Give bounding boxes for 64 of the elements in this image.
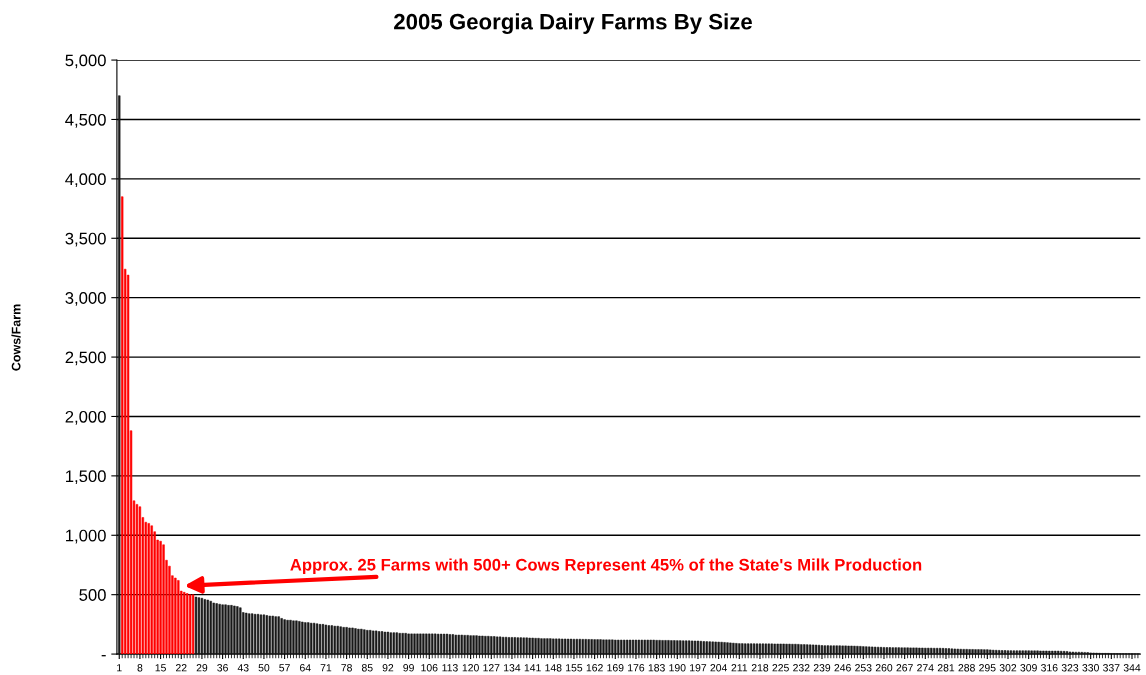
x-tick-label: 316 <box>1041 664 1058 672</box>
x-tick-label: 288 <box>958 664 975 672</box>
x-tick-label: 253 <box>855 664 872 672</box>
x-tick-label: 155 <box>566 664 583 672</box>
x-tick-label: 120 <box>462 664 479 672</box>
y-tick-label: 4,000 <box>65 173 106 188</box>
y-tick-label: 1,500 <box>66 470 106 485</box>
y-tick-label: 2,500 <box>65 351 106 366</box>
x-tick-label: 197 <box>690 664 707 672</box>
x-tick-label: 176 <box>628 664 645 672</box>
x-tick-label: 148 <box>545 664 562 672</box>
annotation: Approx. 25 Farms with 500+ Cows Represent 45% of the State's Milk Production <box>290 558 922 574</box>
x-tick-label: 295 <box>979 664 996 672</box>
x-tick-label: 1 <box>117 664 122 672</box>
x-tick-label: 260 <box>875 664 893 672</box>
x-tick-label: 232 <box>793 664 810 672</box>
x-tick-label: 344 <box>1123 664 1141 672</box>
x-tick-label: 106 <box>421 664 438 672</box>
y-tick-label: 5,000 <box>65 54 106 69</box>
x-tick-label: 330 <box>1082 664 1099 672</box>
x-tick-label: 8 <box>137 664 143 672</box>
x-tick-label: 302 <box>999 664 1017 672</box>
x-tick-label: 92 <box>382 664 394 672</box>
x-tick-label: 337 <box>1103 664 1120 672</box>
x-tick-label: 309 <box>1020 664 1037 672</box>
x-tick-label: 113 <box>442 664 458 672</box>
x-tick-label: 71 <box>320 664 332 672</box>
x-tick-label: 204 <box>710 664 728 672</box>
x-tick-label: 323 <box>1061 664 1079 672</box>
x-tick-label: 218 <box>751 664 769 672</box>
y-tick-label: 3,500 <box>65 232 106 247</box>
x-tick-label: 127 <box>483 664 500 672</box>
x-tick-label: 246 <box>834 664 851 672</box>
x-tick-label: 281 <box>937 664 955 672</box>
x-tick-label: 15 <box>155 664 166 672</box>
x-tick-label: 134 <box>504 664 521 672</box>
x-tick-label: 190 <box>669 664 686 672</box>
x-tick-label: 43 <box>237 664 249 672</box>
x-tick-label: 64 <box>300 664 311 672</box>
y-tick-label: 500 <box>79 589 106 601</box>
x-tick-label: 78 <box>341 664 352 672</box>
x-tick-label: 211 <box>731 664 748 672</box>
y-tick-label: 1,000 <box>66 529 106 544</box>
y-tick-label: - <box>101 655 106 657</box>
y-tick-label: 3,000 <box>65 292 106 306</box>
x-tick-label: 99 <box>403 664 414 672</box>
x-tick-label: 274 <box>917 664 934 672</box>
y-tick-label: 2,000 <box>65 410 106 425</box>
x-tick-label: 169 <box>607 664 624 672</box>
x-tick-label: 267 <box>896 664 913 672</box>
x-tick-label: 162 <box>586 664 603 672</box>
y-tick-label: 4,500 <box>65 113 106 128</box>
x-tick-label: 50 <box>258 664 270 672</box>
y-axis-title: Cows/Farm <box>11 304 21 371</box>
x-tick-label: 57 <box>279 664 290 672</box>
chart-title: 2005 Georgia Dairy Farms By Size <box>394 13 752 35</box>
x-tick-label: 225 <box>772 664 789 672</box>
x-tick-label: 29 <box>196 664 208 672</box>
x-tick-label: 85 <box>361 664 373 672</box>
x-tick-label: 36 <box>217 664 228 672</box>
x-tick-label: 239 <box>813 664 831 672</box>
x-tick-label: 22 <box>175 664 187 672</box>
x-tick-label: 141 <box>524 664 541 672</box>
x-tick-label: 183 <box>648 664 665 672</box>
